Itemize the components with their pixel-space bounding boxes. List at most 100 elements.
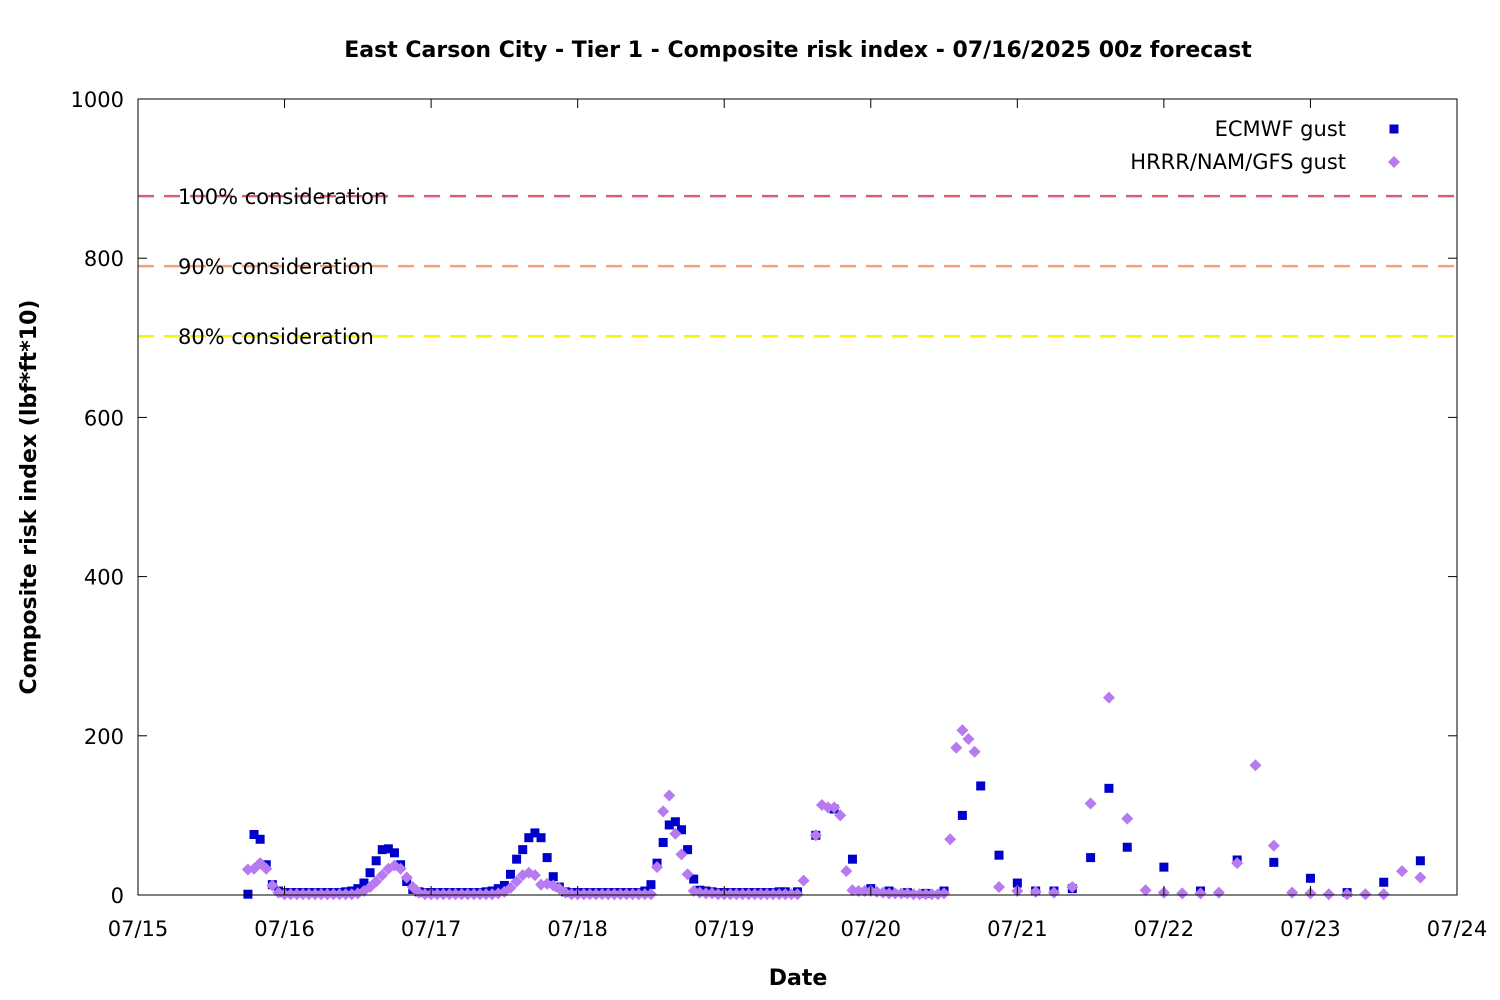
series-2 bbox=[241, 691, 1427, 901]
data-point bbox=[858, 885, 871, 898]
data-point bbox=[321, 888, 334, 901]
data-point bbox=[565, 888, 578, 901]
x-tick-label: 07/19 bbox=[694, 917, 755, 941]
data-point bbox=[243, 889, 253, 899]
data-point bbox=[651, 861, 664, 874]
data-point bbox=[1066, 881, 1079, 894]
data-point bbox=[1194, 887, 1207, 900]
data-point bbox=[1322, 888, 1335, 901]
data-point bbox=[473, 888, 486, 901]
data-point bbox=[670, 817, 680, 827]
data-point bbox=[907, 888, 920, 901]
y-axis: 0 200 400 600 800 1000 bbox=[71, 88, 1457, 908]
x-axis-title: Date bbox=[769, 966, 828, 991]
data-point bbox=[748, 888, 761, 901]
y-tick-label: 400 bbox=[84, 566, 124, 590]
data-point bbox=[658, 837, 668, 847]
data-point bbox=[840, 865, 853, 878]
data-point bbox=[712, 888, 725, 901]
data-point bbox=[443, 888, 456, 901]
data-point bbox=[809, 829, 822, 842]
reference-line-label: 100% consideration bbox=[178, 185, 387, 209]
data-point bbox=[1139, 884, 1152, 897]
data-point bbox=[528, 869, 541, 882]
data-point bbox=[365, 868, 375, 878]
data-point bbox=[1267, 839, 1280, 852]
data-point bbox=[371, 856, 381, 866]
data-point bbox=[944, 833, 957, 846]
reference-line-label: 80% consideration bbox=[178, 325, 374, 349]
data-point bbox=[646, 880, 656, 890]
data-point bbox=[1231, 857, 1244, 870]
data-point bbox=[1414, 871, 1427, 884]
data-point bbox=[1286, 886, 1299, 899]
data-point bbox=[327, 888, 340, 901]
plot-frame bbox=[137, 98, 1458, 896]
data-point bbox=[785, 888, 798, 901]
x-tick-label: 07/22 bbox=[1134, 917, 1195, 941]
data-point bbox=[1212, 886, 1225, 899]
data-point bbox=[620, 888, 633, 901]
y-tick-label: 0 bbox=[111, 884, 124, 908]
data-point bbox=[260, 862, 273, 875]
data-point bbox=[683, 845, 693, 855]
data-point bbox=[664, 820, 674, 830]
data-point bbox=[1047, 886, 1060, 899]
data-point bbox=[1122, 842, 1132, 852]
data-point bbox=[499, 880, 509, 890]
data-point bbox=[742, 888, 755, 901]
data-point bbox=[638, 888, 651, 901]
data-point bbox=[736, 888, 749, 901]
data-point bbox=[589, 888, 602, 901]
data-point bbox=[333, 888, 346, 901]
reference-lines: 100% consideration 90% consideration 80% c… bbox=[138, 185, 1457, 349]
data-point bbox=[730, 888, 743, 901]
series-1 bbox=[243, 781, 1425, 899]
data-point bbox=[1176, 887, 1189, 900]
data-point bbox=[644, 888, 657, 901]
data-point bbox=[847, 854, 857, 864]
y-axis-title: Composite risk index (lbf*ft*10) bbox=[17, 300, 42, 695]
data-point bbox=[377, 845, 387, 855]
data-point bbox=[1121, 812, 1134, 825]
data-point bbox=[284, 888, 297, 901]
data-point bbox=[852, 885, 865, 898]
data-point bbox=[797, 874, 810, 887]
x-tick-label: 07/16 bbox=[254, 917, 315, 941]
data-point bbox=[962, 732, 975, 745]
data-point bbox=[449, 888, 462, 901]
legend: ECMWF gust HRRR/NAM/GFS gust bbox=[1130, 117, 1400, 174]
data-point bbox=[296, 888, 309, 901]
plot-area bbox=[241, 691, 1427, 901]
data-point bbox=[548, 872, 558, 882]
data-point bbox=[370, 875, 383, 888]
x-tick-label: 07/23 bbox=[1280, 917, 1341, 941]
data-point bbox=[339, 888, 352, 901]
x-tick-label: 07/21 bbox=[987, 917, 1048, 941]
data-point bbox=[1377, 888, 1390, 901]
data-point bbox=[1084, 797, 1097, 810]
data-point bbox=[309, 888, 322, 901]
data-point bbox=[976, 781, 986, 791]
y-tick-label: 800 bbox=[84, 247, 124, 271]
x-axis: 07/15 07/16 07/17 07/18 07/19 07/20 07/21 07/22… bbox=[108, 99, 1487, 941]
data-point bbox=[505, 869, 515, 879]
data-point bbox=[828, 801, 841, 814]
data-point bbox=[583, 888, 596, 901]
data-point bbox=[834, 809, 847, 822]
data-point bbox=[1379, 877, 1389, 887]
data-point bbox=[883, 887, 896, 900]
data-point bbox=[689, 874, 699, 884]
data-point bbox=[518, 845, 528, 855]
x-tick-label: 07/18 bbox=[547, 917, 608, 941]
data-point bbox=[791, 888, 804, 901]
data-point bbox=[699, 887, 712, 900]
data-point bbox=[913, 888, 926, 901]
data-point bbox=[315, 888, 328, 901]
data-point bbox=[957, 810, 967, 820]
data-point bbox=[950, 741, 963, 754]
y-tick-label: 200 bbox=[84, 725, 124, 749]
data-point bbox=[895, 887, 908, 900]
data-point bbox=[608, 888, 621, 901]
data-point bbox=[504, 881, 517, 894]
